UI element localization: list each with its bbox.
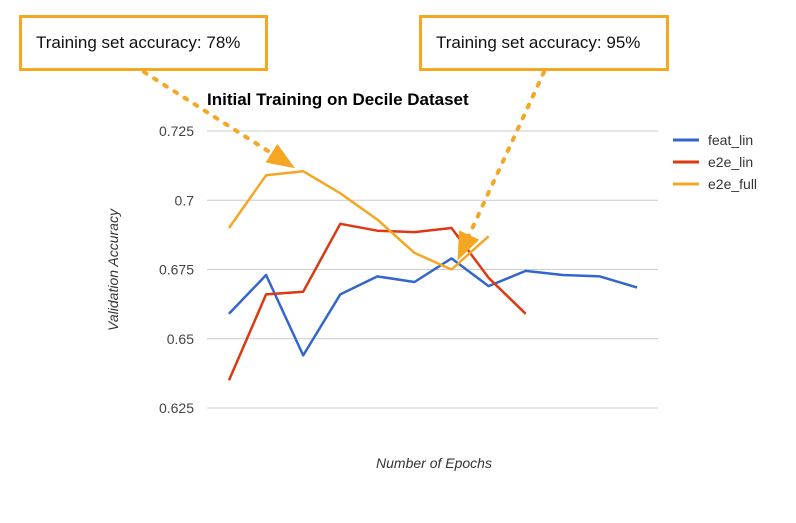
chart-title: Initial Training on Decile Dataset bbox=[207, 90, 469, 109]
x-axis-label: Number of Epochs bbox=[376, 455, 492, 471]
callout-arrow-left-head bbox=[265, 143, 296, 169]
series-line-feat_lin bbox=[228, 257, 638, 357]
legend: feat_lin e2e_lin e2e_full bbox=[673, 132, 757, 192]
callout-arrow-left bbox=[142, 70, 292, 167]
y-tick-label: 0.625 bbox=[159, 400, 194, 416]
legend-label-e2e_lin: e2e_lin bbox=[708, 154, 753, 170]
y-tick-label: 0.65 bbox=[167, 331, 194, 347]
y-tick-label: 0.675 bbox=[159, 262, 194, 278]
legend-label-e2e_full: e2e_full bbox=[708, 176, 757, 192]
y-axis-label: Validation Accuracy bbox=[105, 208, 121, 331]
series-lines bbox=[227, 169, 638, 381]
y-tick-label: 0.7 bbox=[175, 192, 195, 208]
y-tick-label: 0.725 bbox=[159, 123, 194, 139]
callout-arrow-right-head bbox=[457, 230, 480, 261]
y-tick-labels: 0.725 0.7 0.675 0.65 0.625 bbox=[159, 123, 194, 416]
callout-training-accuracy-78: Training set accuracy: 78% bbox=[19, 15, 268, 71]
callout-text: Training set accuracy: 95% bbox=[436, 33, 641, 52]
callout-training-accuracy-95: Training set accuracy: 95% bbox=[419, 15, 669, 71]
callout-arrow-right bbox=[458, 70, 546, 257]
series-line-e2e_full bbox=[227, 169, 490, 271]
callout-text: Training set accuracy: 78% bbox=[36, 33, 241, 52]
series-line-e2e_lin bbox=[227, 222, 527, 381]
legend-label-feat_lin: feat_lin bbox=[708, 132, 753, 148]
callout-arrows bbox=[142, 70, 546, 261]
